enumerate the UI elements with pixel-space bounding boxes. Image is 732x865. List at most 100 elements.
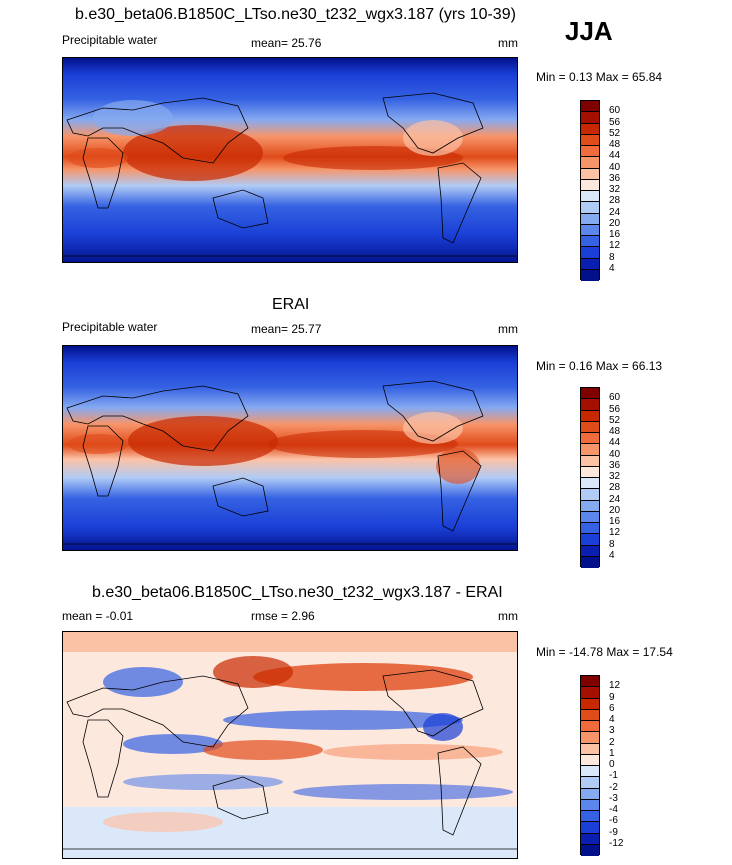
panel2-minmax-label: Min = 0.16 Max = 66.13: [536, 359, 663, 373]
colorbar-tick-label: -3: [609, 792, 618, 804]
panel1-colorbar: [580, 100, 600, 281]
colorbar-segment: [581, 247, 599, 259]
colorbar-tick-label: 28: [609, 195, 621, 207]
colorbar-segment: [581, 844, 599, 856]
colorbar-segment: [581, 224, 599, 236]
colorbar-segment: [581, 545, 599, 557]
colorbar-segment: [581, 777, 599, 789]
colorbar-tick-label: 16: [609, 516, 621, 527]
colorbar-tick-label: 52: [609, 127, 621, 139]
colorbar-segment: [581, 788, 599, 800]
panel2-colorbar: [580, 387, 600, 568]
colorbar-tick-label: 2: [609, 736, 615, 748]
colorbar-segment: [581, 258, 599, 270]
colorbar-segment: [581, 433, 599, 445]
colorbar-segment: [581, 157, 599, 169]
colorbar-tick-label: 20: [609, 217, 621, 229]
colorbar-segment: [581, 766, 599, 778]
panel1-map: [62, 57, 518, 263]
colorbar-tick-label: 28: [609, 482, 621, 494]
panel3-map: [62, 631, 518, 859]
panel1-units-label: mm: [498, 36, 518, 50]
colorbar-segment: [581, 202, 599, 214]
colorbar-segment: [581, 754, 599, 766]
panel1-title: b.e30_beta06.B1850C_LTso.ne30_t232_wgx3.…: [75, 6, 516, 23]
colorbar-tick-label: 16: [609, 229, 621, 240]
season-label: JJA: [565, 16, 613, 46]
colorbar-tick-label: 12: [609, 527, 621, 539]
panel2-mean-label: mean= 25.77: [251, 322, 322, 336]
colorbar-segment: [581, 134, 599, 146]
colorbar-segment: [581, 466, 599, 478]
colorbar-segment: [581, 112, 599, 124]
colorbar-segment: [581, 146, 599, 158]
colorbar-segment: [581, 101, 599, 113]
colorbar-segment: [581, 534, 599, 546]
colorbar-segment: [581, 179, 599, 191]
colorbar-tick-label: 48: [609, 426, 621, 437]
colorbar-tick-label: 8: [609, 251, 615, 263]
colorbar-segment: [581, 489, 599, 501]
colorbar-segment: [581, 833, 599, 845]
panel2-map-image: [63, 346, 517, 550]
colorbar-segment: [581, 556, 599, 568]
colorbar-tick-label: 32: [609, 184, 621, 195]
colorbar-tick-label: 24: [609, 206, 621, 218]
colorbar-tick-label: 12: [609, 240, 621, 252]
colorbar-segment: [581, 799, 599, 811]
colorbar-tick-label: 40: [609, 448, 621, 460]
colorbar-segment: [581, 236, 599, 248]
colorbar-segment: [581, 676, 599, 688]
colorbar-tick-label: 1: [609, 747, 615, 759]
colorbar-tick-label: 36: [609, 172, 621, 184]
colorbar-segment: [581, 478, 599, 490]
colorbar-tick-label: 60: [609, 105, 621, 117]
colorbar-segment: [581, 444, 599, 456]
panel2-units-label: mm: [498, 322, 518, 336]
colorbar-tick-label: 44: [609, 437, 621, 449]
colorbar-segment: [581, 500, 599, 512]
colorbar-segment: [581, 698, 599, 710]
colorbar-tick-label: 36: [609, 459, 621, 471]
colorbar-tick-label: 0: [609, 759, 615, 770]
colorbar-tick-label: 9: [609, 691, 615, 703]
colorbar-tick-label: 52: [609, 414, 621, 426]
colorbar-segment: [581, 399, 599, 411]
colorbar-segment: [581, 213, 599, 225]
colorbar-tick-label: -6: [609, 815, 618, 827]
colorbar-tick-label: 60: [609, 392, 621, 404]
colorbar-segment: [581, 410, 599, 422]
colorbar-tick-label: -4: [609, 804, 618, 815]
panel2-variable-label: Precipitable water: [62, 320, 158, 334]
colorbar-tick-label: 40: [609, 161, 621, 173]
colorbar-tick-label: 56: [609, 116, 621, 128]
colorbar-tick-label: 4: [609, 714, 615, 725]
colorbar-tick-label: 4: [609, 262, 615, 274]
colorbar-segment: [581, 822, 599, 834]
colorbar-tick-label: 12: [609, 680, 621, 692]
colorbar-tick-label: -2: [609, 781, 618, 793]
colorbar-tick-label: 24: [609, 493, 621, 505]
colorbar-segment: [581, 388, 599, 400]
colorbar-segment: [581, 721, 599, 733]
colorbar-tick-label: -12: [609, 837, 624, 849]
colorbar-segment: [581, 123, 599, 135]
colorbar-segment: [581, 269, 599, 281]
panel3-title: b.e30_beta06.B1850C_LTso.ne30_t232_wgx3.…: [92, 584, 503, 601]
colorbar-tick-label: 4: [609, 549, 615, 561]
colorbar-segment: [581, 168, 599, 180]
colorbar-segment: [581, 191, 599, 203]
colorbar-tick-label: 20: [609, 504, 621, 516]
colorbar-segment: [581, 511, 599, 523]
panel3-colorbar: [580, 675, 600, 856]
panel3-units-label: mm: [498, 609, 518, 623]
colorbar-tick-label: 3: [609, 725, 615, 737]
panel3-mean-label: mean = -0.01: [62, 609, 134, 623]
colorbar-tick-label: 8: [609, 538, 615, 550]
colorbar-tick-label: 6: [609, 702, 615, 714]
panel2-map: [62, 345, 518, 551]
panel2-title: ERAI: [272, 296, 310, 313]
colorbar-tick-label: 44: [609, 150, 621, 162]
colorbar-segment: [581, 687, 599, 699]
colorbar-tick-label: 32: [609, 471, 621, 482]
